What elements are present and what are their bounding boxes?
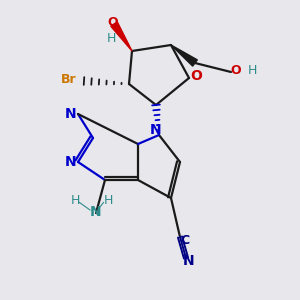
Polygon shape <box>111 22 132 51</box>
Text: O: O <box>107 16 118 29</box>
Text: Br: Br <box>61 73 77 86</box>
Text: H: H <box>70 194 80 208</box>
Text: H: H <box>103 194 113 208</box>
Text: C: C <box>180 233 189 247</box>
Text: H: H <box>247 64 257 77</box>
Text: N: N <box>90 205 102 218</box>
Text: N: N <box>150 124 162 137</box>
Text: H: H <box>106 32 116 46</box>
Text: O: O <box>230 64 241 77</box>
Polygon shape <box>171 45 197 66</box>
Text: O: O <box>190 70 202 83</box>
Text: N: N <box>65 107 76 121</box>
Text: N: N <box>183 254 195 268</box>
Text: N: N <box>65 155 76 169</box>
